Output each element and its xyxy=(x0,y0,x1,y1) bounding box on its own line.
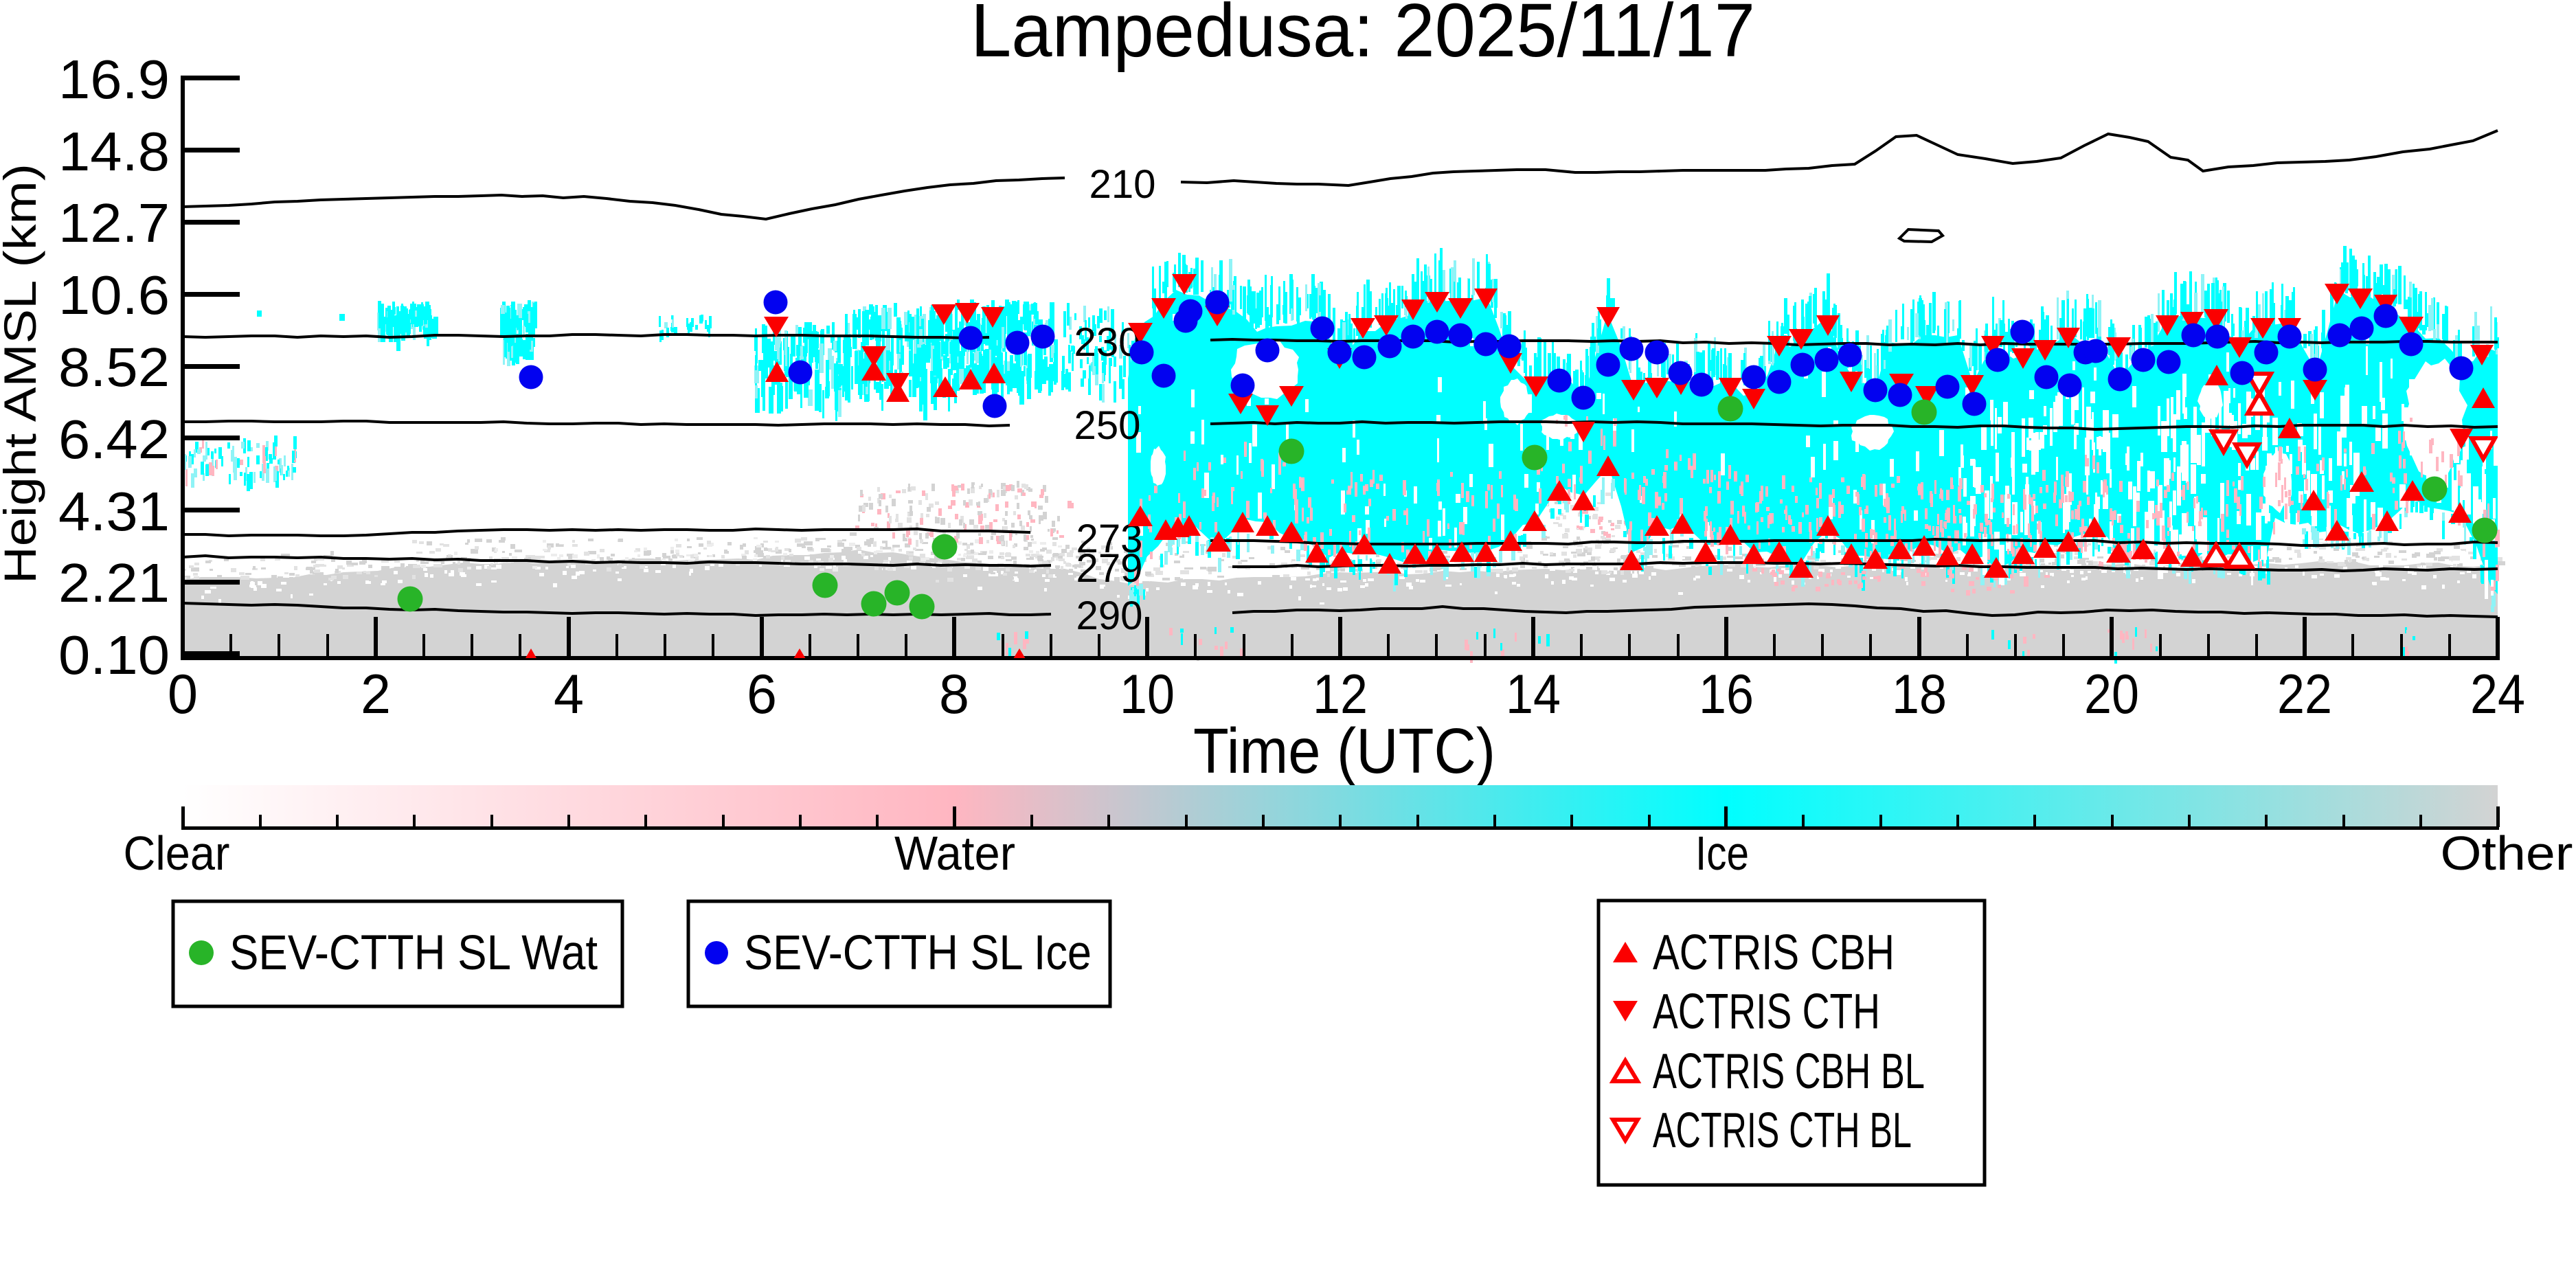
svg-text:2: 2 xyxy=(361,664,391,725)
svg-text:16.9: 16.9 xyxy=(58,49,170,110)
svg-text:Height AMSL (km): Height AMSL (km) xyxy=(0,163,45,584)
svg-text:12: 12 xyxy=(1313,664,1368,725)
svg-text:6: 6 xyxy=(747,664,777,725)
svg-text:14: 14 xyxy=(1506,664,1561,725)
svg-text:8.52: 8.52 xyxy=(58,337,170,398)
svg-text:0.10: 0.10 xyxy=(58,624,170,686)
svg-text:16: 16 xyxy=(1699,664,1754,725)
svg-text:14.8: 14.8 xyxy=(58,121,170,182)
svg-text:Lampedusa: 2025/11/17: Lampedusa: 2025/11/17 xyxy=(971,0,1755,73)
svg-text:0: 0 xyxy=(168,664,198,725)
svg-text:12.7: 12.7 xyxy=(58,192,170,253)
svg-text:20: 20 xyxy=(2084,664,2139,725)
svg-text:4.31: 4.31 xyxy=(58,481,170,542)
svg-text:Time (UTC): Time (UTC) xyxy=(1193,715,1495,787)
svg-text:230: 230 xyxy=(1074,320,1141,365)
svg-text:22: 22 xyxy=(2277,664,2332,725)
svg-text:10: 10 xyxy=(1120,664,1175,725)
svg-text:279: 279 xyxy=(1076,546,1143,591)
svg-text:10.6: 10.6 xyxy=(58,264,170,326)
svg-text:4: 4 xyxy=(554,664,584,725)
svg-text:8: 8 xyxy=(939,664,969,725)
svg-text:18: 18 xyxy=(1892,664,1947,725)
svg-text:24: 24 xyxy=(2470,664,2525,725)
svg-text:6.42: 6.42 xyxy=(58,409,170,470)
svg-text:290: 290 xyxy=(1076,594,1143,638)
svg-text:2.21: 2.21 xyxy=(58,552,170,613)
svg-text:210: 210 xyxy=(1089,162,1156,207)
svg-text:250: 250 xyxy=(1074,403,1141,448)
